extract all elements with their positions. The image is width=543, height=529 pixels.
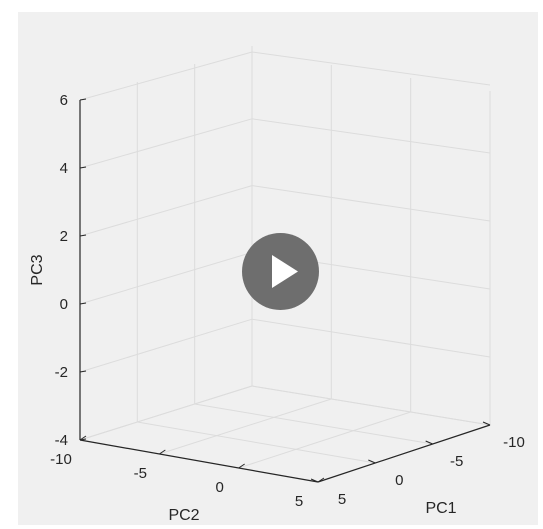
grid-line xyxy=(79,318,253,373)
grid-line xyxy=(238,411,411,469)
y-tick xyxy=(159,449,166,455)
y-tick-label: -10 xyxy=(50,451,72,468)
tick-labels: 6 4 2 0 -2 -4 -10 -5 0 5 5 0 -5 -10 xyxy=(50,92,525,510)
z-tick xyxy=(79,234,87,237)
z-tick-label: -4 xyxy=(55,432,68,449)
x-axis-label: PC1 xyxy=(425,500,456,517)
x-tick xyxy=(368,459,376,464)
grid-line xyxy=(251,118,491,154)
y-tick-label: -5 xyxy=(134,465,147,482)
axis-lines xyxy=(79,100,491,483)
grid-line xyxy=(251,51,491,86)
y-tick xyxy=(317,477,325,483)
x-tick-label: 0 xyxy=(395,472,403,489)
y-axis-label: PC2 xyxy=(168,507,199,524)
z-tick xyxy=(79,166,87,169)
x-tick-label: 5 xyxy=(338,491,346,508)
y-tick xyxy=(238,463,245,469)
grid-line xyxy=(79,185,253,237)
grid-line xyxy=(194,403,433,445)
grid-line xyxy=(79,118,253,169)
z-tick xyxy=(79,370,87,373)
grid-line xyxy=(159,398,332,455)
z-tick-label: 0 xyxy=(60,296,68,313)
y-tick-label: 5 xyxy=(295,493,303,510)
x-tick xyxy=(482,421,491,426)
x-axis-line xyxy=(317,424,491,483)
x-tick-label: -5 xyxy=(450,453,463,470)
grid-line xyxy=(79,251,253,305)
grid-line xyxy=(251,318,491,358)
x-tick-label: -10 xyxy=(503,434,525,451)
x-tick xyxy=(310,478,319,483)
z-tick-label: 6 xyxy=(60,92,68,109)
tick-marks xyxy=(79,98,491,483)
grid-line xyxy=(79,51,253,101)
grid-line xyxy=(79,385,253,441)
y-tick-label: 0 xyxy=(215,479,223,496)
play-button[interactable] xyxy=(242,233,319,310)
z-axis-label: PC3 xyxy=(29,254,46,285)
z-tick xyxy=(79,98,87,101)
y-axis-line xyxy=(79,439,319,483)
z-tick-label: 2 xyxy=(60,228,68,245)
grid-line xyxy=(251,385,491,426)
z-tick xyxy=(79,302,87,305)
play-icon xyxy=(272,255,298,288)
x-tick xyxy=(425,440,433,445)
z-tick-label: 4 xyxy=(60,160,68,177)
grid-line xyxy=(251,185,491,222)
grid-line xyxy=(137,421,376,464)
z-tick-label: -2 xyxy=(55,364,68,381)
y-tick xyxy=(79,435,87,441)
